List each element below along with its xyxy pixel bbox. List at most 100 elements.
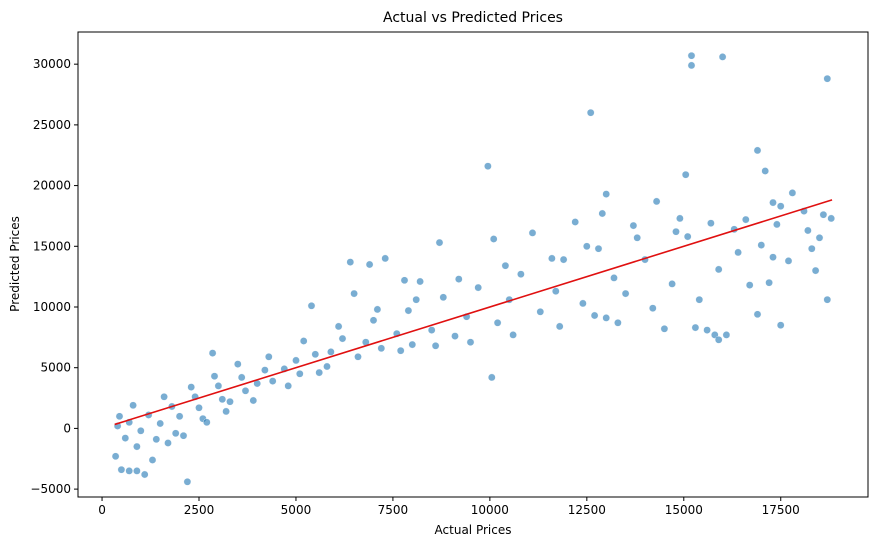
data-point (466, 338, 475, 347)
data-point (136, 426, 145, 435)
y-tick-label: 20000 (33, 179, 71, 193)
data-point (668, 280, 676, 288)
data-point (676, 214, 684, 223)
data-point (171, 429, 180, 438)
data-point (687, 61, 696, 70)
data-point (210, 372, 219, 381)
data-point (218, 395, 227, 404)
data-point (327, 348, 335, 356)
data-point (187, 383, 196, 391)
data-point (753, 310, 762, 319)
data-point (152, 435, 161, 444)
data-point (811, 266, 820, 275)
reference-line-layer (114, 199, 833, 426)
y-tick-label: 25000 (33, 118, 71, 132)
data-point (354, 352, 362, 361)
data-point (633, 233, 642, 242)
data-point (164, 439, 172, 447)
data-point (823, 74, 832, 83)
data-point (815, 233, 824, 242)
y-tick-label: 5000 (40, 361, 71, 375)
data-point (202, 418, 211, 427)
y-tick-label: 15000 (33, 239, 71, 253)
data-point (292, 356, 300, 365)
data-point (571, 218, 580, 226)
data-point (208, 349, 217, 357)
data-point (559, 255, 568, 264)
data-point (299, 337, 308, 345)
data-point (412, 295, 421, 304)
data-point (268, 377, 277, 385)
data-point (827, 214, 836, 223)
data-point (261, 366, 269, 374)
data-point (629, 221, 638, 230)
data-point (741, 215, 750, 224)
data-point (722, 331, 731, 339)
data-point (439, 293, 448, 302)
x-axis-label: Actual Prices (435, 523, 512, 537)
data-point (528, 229, 537, 237)
data-point (718, 53, 727, 61)
y-tick-label: 0 (63, 421, 71, 435)
data-point (404, 306, 413, 315)
data-point (307, 301, 316, 310)
data-point (249, 396, 258, 405)
data-point (160, 392, 168, 401)
data-point (681, 170, 690, 179)
data-point (400, 276, 409, 285)
data-point (484, 162, 492, 171)
data-point (133, 442, 141, 451)
data-point (517, 270, 525, 279)
data-point (687, 51, 696, 60)
data-point (551, 287, 560, 296)
data-point (416, 277, 424, 286)
y-tick-label: 10000 (33, 300, 71, 314)
data-point (489, 235, 498, 243)
data-point (241, 386, 250, 395)
x-tick-label: 10000 (471, 503, 509, 517)
data-point (582, 242, 591, 251)
data-point (614, 318, 622, 327)
data-point (226, 397, 234, 406)
data-point (396, 346, 405, 355)
data-point (773, 220, 781, 229)
y-tick-label: 30000 (33, 57, 71, 71)
data-point (148, 456, 157, 464)
data-point (156, 419, 165, 428)
data-point (594, 244, 603, 253)
data-point (776, 321, 785, 330)
data-point (408, 340, 417, 349)
data-point (714, 265, 723, 274)
data-point (179, 431, 188, 440)
x-tick-label: 0 (98, 503, 106, 517)
data-point (264, 352, 273, 361)
data-point (714, 335, 723, 344)
data-point (346, 258, 355, 266)
data-point (175, 412, 184, 421)
data-point (776, 202, 785, 211)
data-point (133, 467, 141, 475)
data-point (610, 274, 618, 282)
x-tick-label: 12500 (568, 503, 606, 517)
data-point (579, 299, 587, 308)
data-point (555, 322, 564, 331)
data-point (602, 314, 611, 322)
data-point (691, 323, 700, 332)
data-point (819, 210, 828, 219)
data-point (350, 289, 358, 298)
data-point (487, 373, 496, 382)
reference-line (114, 199, 833, 426)
data-point (315, 368, 324, 377)
data-point (183, 477, 192, 486)
data-point (807, 244, 816, 253)
data-point (672, 227, 680, 236)
data-point (284, 382, 293, 390)
x-tick-label: 2500 (184, 503, 215, 517)
data-point (334, 322, 343, 331)
data-point (381, 254, 390, 263)
data-point (590, 311, 599, 320)
data-point (237, 373, 246, 382)
data-point (536, 307, 545, 316)
data-point (598, 209, 607, 218)
